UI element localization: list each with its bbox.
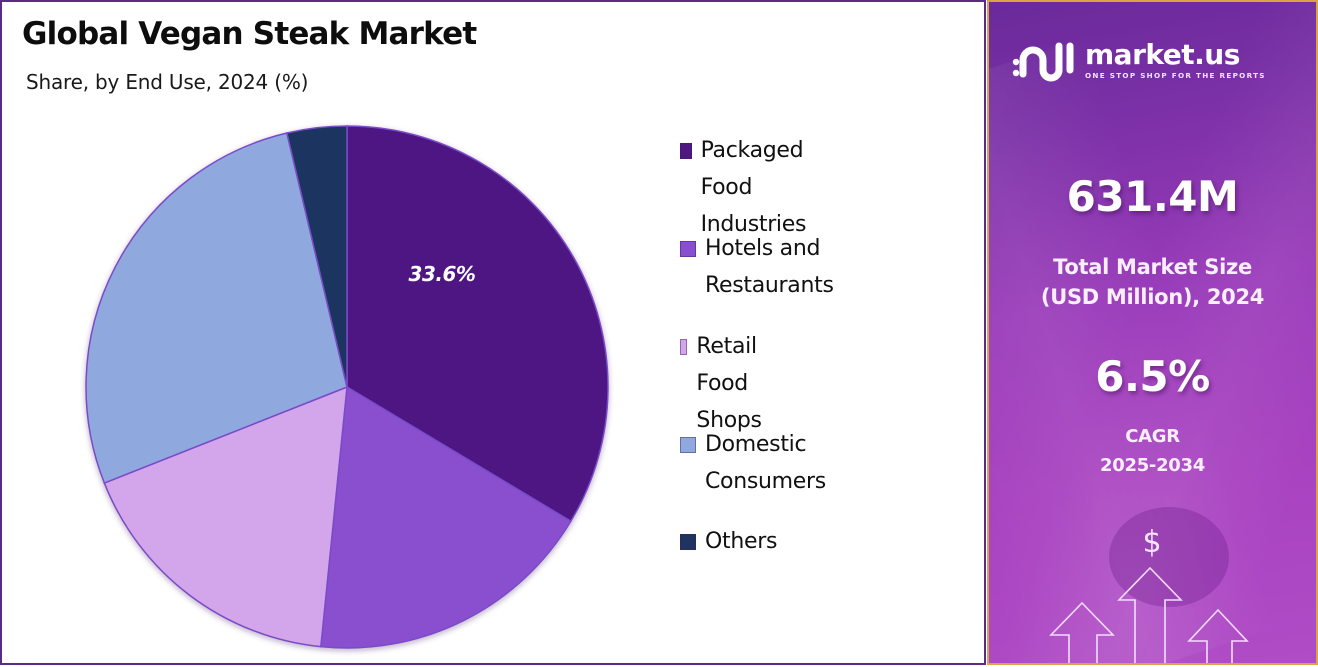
cagr-caption: CAGR 2025-2034	[989, 422, 1316, 480]
summary-panel: market.us ONE STOP SHOP FOR THE REPORTS …	[987, 0, 1318, 665]
legend-item-packaged-food: Packaged Food Industries	[680, 132, 811, 243]
arrow-up-icons	[1049, 566, 1249, 663]
brand-name: market.us	[1085, 37, 1240, 71]
legend-swatch	[680, 241, 696, 257]
legend-swatch	[680, 143, 692, 159]
legend-item-domestic-consumers: Domestic Consumers	[680, 426, 826, 500]
brand-tagline: ONE STOP SHOP FOR THE REPORTS	[1085, 70, 1266, 80]
chart-subtitle: Share, by End Use, 2024 (%)	[26, 70, 309, 94]
slice-value-label: 33.6%	[409, 262, 476, 286]
market-size-label: Total Market Size (USD Million), 2024	[1040, 255, 1265, 309]
chart-title: Global Vegan Steak Market	[22, 16, 477, 52]
legend-swatch	[680, 534, 696, 550]
pie-slice-others	[285, 125, 348, 388]
legend-label: Domestic Consumers	[705, 432, 826, 494]
market-size-value: 631.4M	[1066, 172, 1239, 221]
pie-slice-retail-food-shops	[103, 385, 348, 648]
pie-chart: 33.6%	[2, 2, 662, 667]
cagr-label: CAGR 2025-2034	[1100, 426, 1205, 476]
arrow-up-left-icon	[1049, 601, 1115, 663]
cagr-stat: 6.5%	[989, 352, 1316, 401]
legend-item-retail-food-shops: Retail Food Shops	[680, 328, 770, 439]
legend-label: Others	[705, 529, 778, 554]
pie-slice-hotels-and-restaurants	[319, 385, 572, 649]
market-size-caption: Total Market Size (USD Million), 2024	[989, 252, 1316, 312]
legend-label: Retail Food Shops	[696, 334, 762, 433]
growth-arrows-illustration: $	[1049, 525, 1249, 663]
chart-panel: Global Vegan Steak Market Share, by End …	[0, 0, 986, 665]
legend-item-others: Others	[680, 523, 777, 560]
pie-chart-svg: 33.6%	[85, 125, 609, 649]
market-us-logo-icon	[1012, 42, 1074, 82]
pie-slice-domestic-consumers	[85, 132, 348, 485]
dollar-sign-icon: $	[1142, 525, 1161, 560]
arrow-up-center-icon	[1117, 566, 1183, 663]
market-size-stat: 631.4M	[989, 172, 1316, 221]
legend-label: Packaged Food Industries	[700, 138, 807, 237]
legend-swatch	[680, 339, 688, 355]
pie-slice-packaged-food-industries	[346, 125, 609, 523]
legend-label: Hotels and Restaurants	[705, 236, 834, 298]
legend-swatch	[680, 437, 696, 453]
cagr-value: 6.5%	[1095, 352, 1210, 401]
arrow-up-right-icon	[1187, 608, 1249, 663]
legend-item-hotels-restaurants: Hotels and Restaurants	[680, 230, 834, 304]
brand-logo: market.us ONE STOP SHOP FOR THE REPORTS	[1011, 36, 1266, 84]
